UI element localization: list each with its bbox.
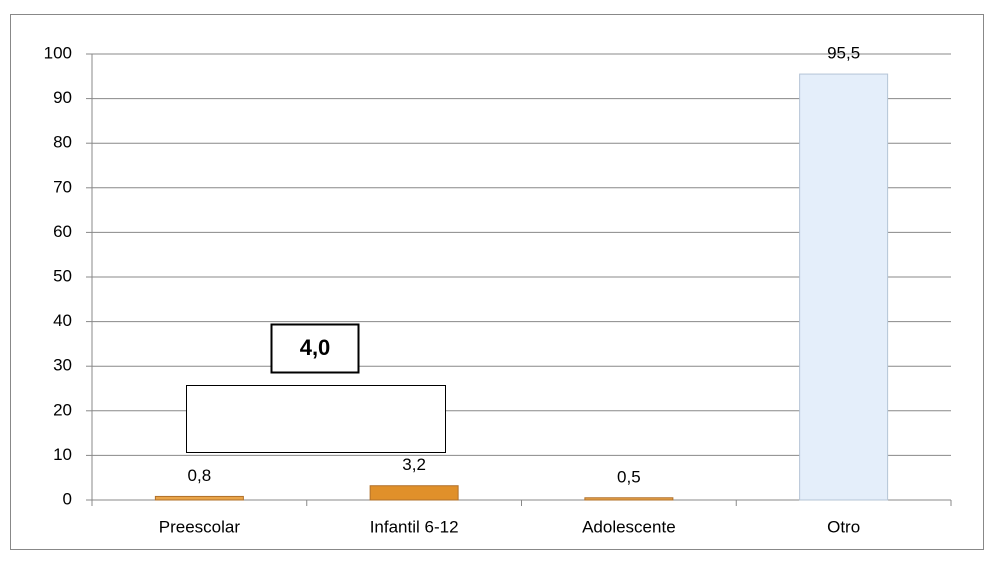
bar — [154, 495, 244, 501]
y-tick-label: 10 — [53, 445, 72, 464]
bar — [799, 73, 889, 501]
y-tick-label: 0 — [63, 489, 72, 508]
bar — [369, 485, 459, 501]
x-tick-label: Infantil 6-12 — [370, 517, 459, 536]
x-tick-label: Preescolar — [159, 517, 241, 536]
annotation-box — [270, 323, 360, 374]
y-tick-label: 40 — [53, 311, 72, 330]
x-tick-label: Adolescente — [582, 517, 676, 536]
value-label: 0,8 — [188, 466, 212, 485]
bar — [584, 497, 674, 501]
y-tick-label: 90 — [53, 88, 72, 107]
image-placeholder — [186, 385, 446, 453]
y-tick-label: 70 — [53, 177, 72, 196]
y-tick-label: 20 — [53, 400, 72, 419]
y-tick-label: 80 — [53, 133, 72, 152]
x-tick-label: Otro — [827, 517, 860, 536]
y-tick-label: 100 — [44, 43, 72, 62]
value-label: 95,5 — [827, 44, 860, 63]
value-label: 3,2 — [402, 455, 426, 474]
value-label: 0,5 — [617, 467, 641, 486]
y-tick-label: 50 — [53, 266, 72, 285]
y-tick-label: 30 — [53, 356, 72, 375]
y-tick-label: 60 — [53, 222, 72, 241]
annotation: 4,0 — [300, 335, 331, 360]
